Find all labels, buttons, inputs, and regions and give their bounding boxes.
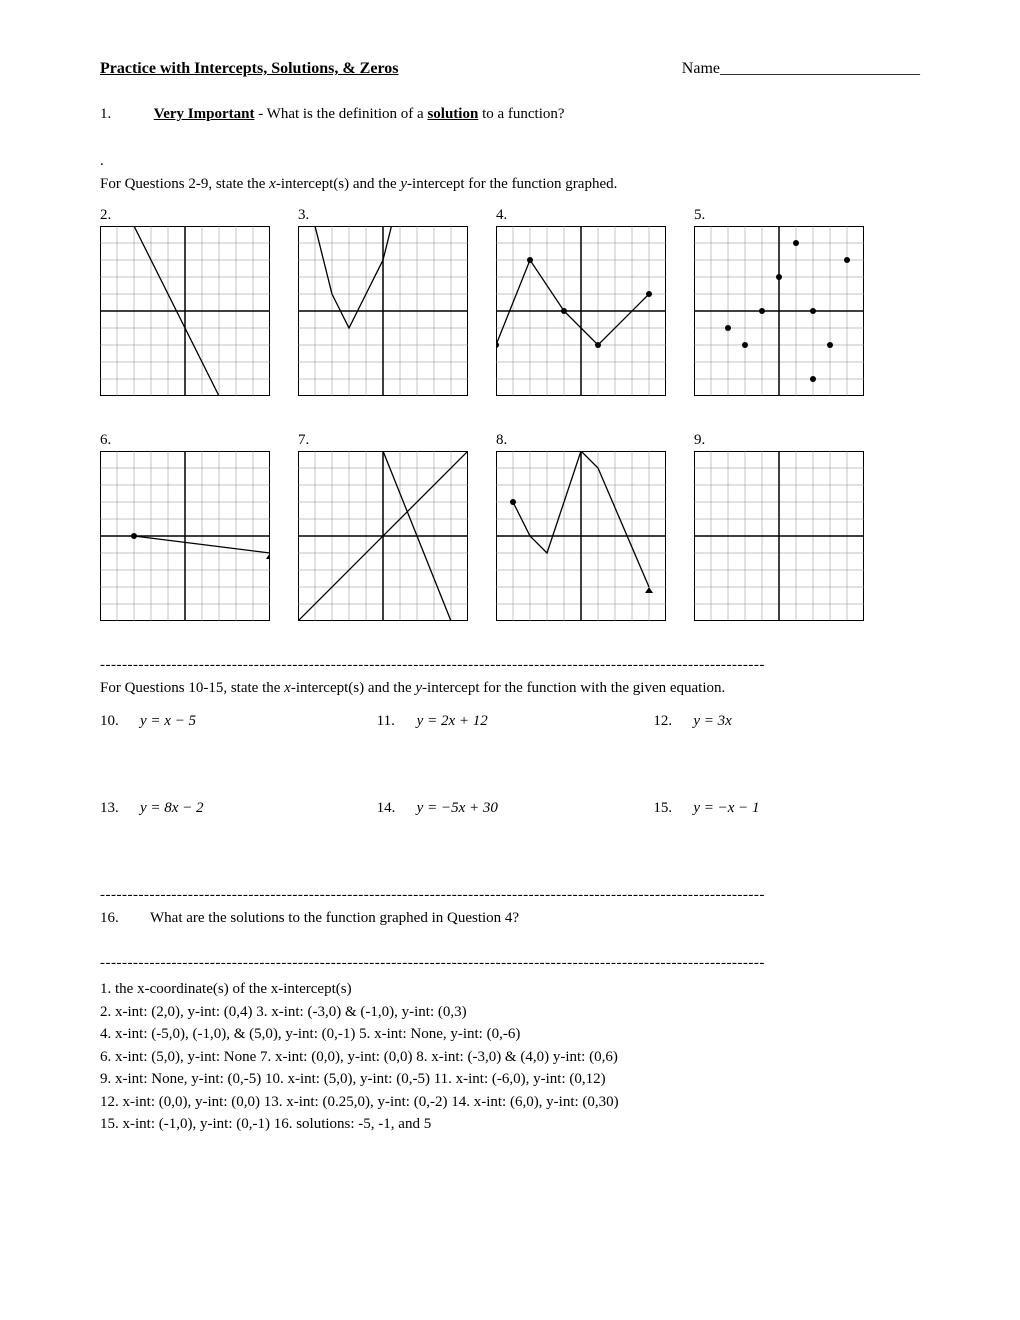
equation-15: 15.y = −x − 1 [653, 800, 920, 817]
divider-2: ----------------------------------------… [100, 887, 920, 904]
graph-9: 9. [694, 432, 864, 621]
question-1: 1. Very Important - What is the definiti… [100, 106, 920, 123]
graph-8: 8. [496, 432, 666, 621]
answer-line: 2. x-int: (2,0), y-int: (0,4) 3. x-int: … [100, 1001, 920, 1024]
instructions-2-9: For Questions 2-9, state the x-intercept… [100, 176, 920, 193]
graph-3: 3. [298, 207, 468, 396]
graph-row-1: 2. 3. 4. 5. [100, 207, 920, 396]
answer-key: 1. the x-coordinate(s) of the x-intercep… [100, 978, 920, 1136]
worksheet-title: Practice with Intercepts, Solutions, & Z… [100, 60, 398, 78]
name-field: Name_________________________ [682, 60, 920, 78]
answer-line: 12. x-int: (0,0), y-int: (0,0) 13. x-int… [100, 1091, 920, 1114]
divider-1: ----------------------------------------… [100, 657, 920, 674]
equation-11: 11.y = 2x + 12 [377, 713, 644, 730]
equation-12: 12.y = 3x [653, 713, 920, 730]
equation-10: 10.y = x − 5 [100, 713, 367, 730]
graph-2: 2. [100, 207, 270, 396]
equation-14: 14.y = −5x + 30 [377, 800, 644, 817]
graph-7: 7. [298, 432, 468, 621]
graph-5: 5. [694, 207, 864, 396]
graph-6: 6. [100, 432, 270, 621]
question-16: 16.What are the solutions to the functio… [100, 910, 920, 927]
divider-3: ----------------------------------------… [100, 955, 920, 972]
answer-line: 15. x-int: (-1,0), y-int: (0,-1) 16. sol… [100, 1113, 920, 1136]
answer-line: 1. the x-coordinate(s) of the x-intercep… [100, 978, 920, 1001]
instructions-10-15: For Questions 10-15, state the x-interce… [100, 680, 920, 697]
answer-line: 9. x-int: None, y-int: (0,-5) 10. x-int:… [100, 1068, 920, 1091]
equation-13: 13.y = 8x − 2 [100, 800, 367, 817]
equation-row-2: 13.y = 8x − 2 14.y = −5x + 30 15.y = −x … [100, 800, 920, 817]
equation-row-1: 10.y = x − 5 11.y = 2x + 12 12.y = 3x [100, 713, 920, 730]
answer-line: 4. x-int: (-5,0), (-1,0), & (5,0), y-int… [100, 1023, 920, 1046]
dot-line: . [100, 153, 920, 170]
graph-4: 4. [496, 207, 666, 396]
graph-row-2: 6. 7. 8. 9. [100, 432, 920, 621]
answer-line: 6. x-int: (5,0), y-int: None 7. x-int: (… [100, 1046, 920, 1069]
worksheet-header: Practice with Intercepts, Solutions, & Z… [100, 60, 920, 78]
